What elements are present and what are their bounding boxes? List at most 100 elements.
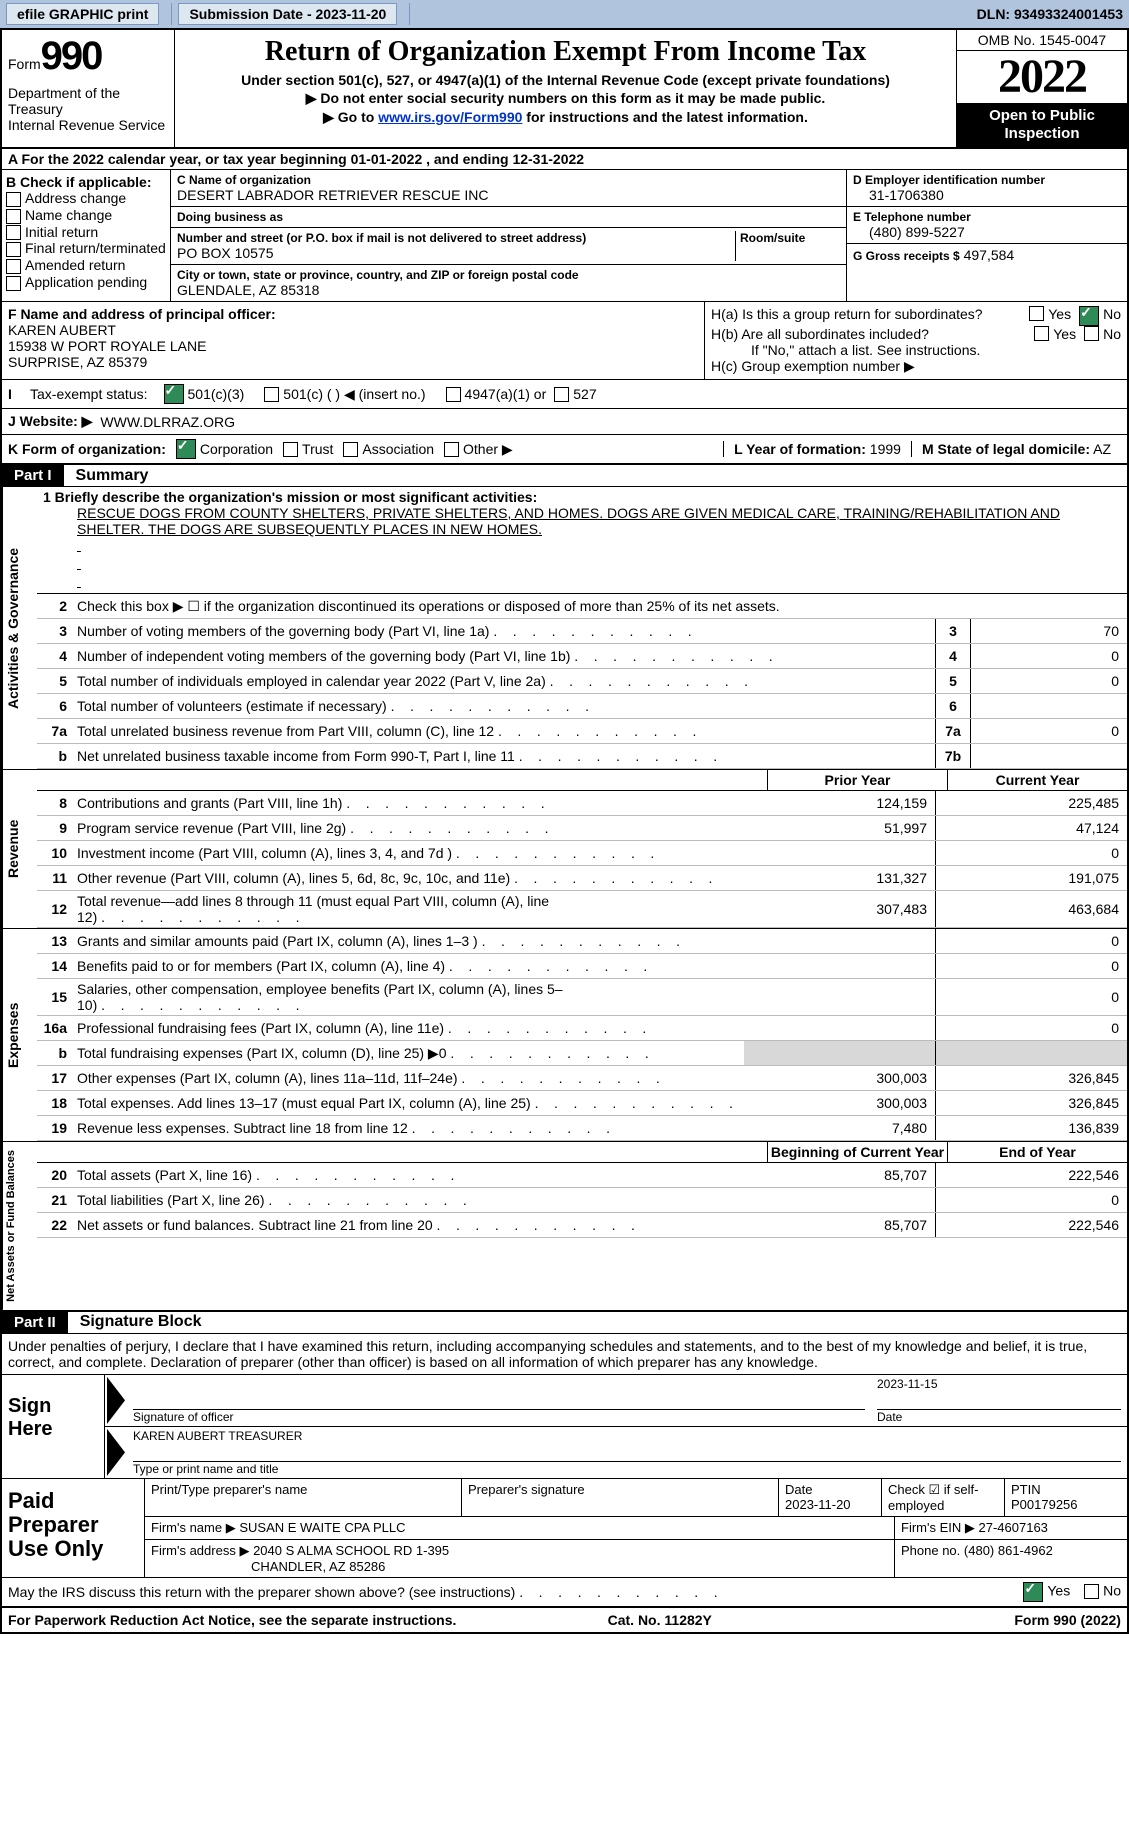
ck-trust[interactable] xyxy=(283,442,298,457)
preparer-label: Paid Preparer Use Only xyxy=(2,1479,145,1577)
topbar: efile GRAPHIC print Submission Date - 20… xyxy=(0,0,1129,28)
form-word: Form xyxy=(8,56,41,72)
ck-501c[interactable] xyxy=(264,387,279,402)
sig-name-value: KAREN AUBERT TREASURER xyxy=(133,1429,1121,1443)
summary-line: 10Investment income (Part VIII, column (… xyxy=(37,841,1127,866)
prep-firm-ein: 27-4607163 xyxy=(979,1520,1048,1535)
activities-governance-section: Activities & Governance 1 Briefly descri… xyxy=(2,487,1127,770)
submission-date-chip: Submission Date - 2023-11-20 xyxy=(178,3,397,25)
website-row: J Website: ▶ WWW.DLRRAZ.ORG xyxy=(2,409,1127,435)
current-year-header: Current Year xyxy=(947,770,1127,790)
dba-label: Doing business as xyxy=(177,210,840,224)
ck-amended-return[interactable] xyxy=(6,259,21,274)
vlabel-net-assets: Net Assets or Fund Balances xyxy=(2,1142,37,1310)
prep-firm-name: SUSAN E WAITE CPA PLLC xyxy=(239,1520,405,1535)
identification-grid: B Check if applicable: Address change Na… xyxy=(2,170,1127,302)
part2-title: Signature Block xyxy=(68,1313,202,1331)
hc-label: H(c) Group exemption number ▶ xyxy=(711,358,1121,375)
signature-declaration: Under penalties of perjury, I declare th… xyxy=(2,1334,1127,1375)
summary-line: 3Number of voting members of the governi… xyxy=(37,619,1127,644)
q1-label: 1 Briefly describe the organization's mi… xyxy=(43,489,1121,505)
open-to-public: Open to Public Inspection xyxy=(957,103,1127,147)
gross-receipts-label: G Gross receipts $ xyxy=(853,249,960,263)
form-of-org-row: K Form of organization: Corporation Trus… xyxy=(2,435,1127,465)
sig-date-label: Date xyxy=(877,1410,1121,1424)
city-label: City or town, state or province, country… xyxy=(177,268,840,282)
summary-line: 12Total revenue—add lines 8 through 11 (… xyxy=(37,891,1127,928)
subtitle-1: Under section 501(c), 527, or 4947(a)(1)… xyxy=(183,72,948,88)
officer-label: F Name and address of principal officer: xyxy=(8,306,698,322)
dln-label: DLN: 93493324001453 xyxy=(977,6,1123,22)
summary-line: 18Total expenses. Add lines 13–17 (must … xyxy=(37,1091,1127,1116)
discuss-yes[interactable] xyxy=(1023,1582,1043,1602)
expenses-section: Expenses 13Grants and similar amounts pa… xyxy=(2,929,1127,1142)
gross-receipts-value: 497,584 xyxy=(964,247,1015,263)
summary-line: 21Total liabilities (Part X, line 26)0 xyxy=(37,1188,1127,1213)
summary-line: 11Other revenue (Part VIII, column (A), … xyxy=(37,866,1127,891)
irs-form990-link[interactable]: www.irs.gov/Form990 xyxy=(378,109,522,125)
summary-line: 4Number of independent voting members of… xyxy=(37,644,1127,669)
prep-self-employed[interactable]: Check ☑ if self-employed xyxy=(888,1482,978,1513)
summary-line: 20Total assets (Part X, line 16)85,70722… xyxy=(37,1163,1127,1188)
discuss-no[interactable] xyxy=(1084,1584,1099,1599)
summary-line: bNet unrelated business taxable income f… xyxy=(37,744,1127,769)
tax-year: 2022 xyxy=(957,51,1127,103)
ck-name-change[interactable] xyxy=(6,209,21,224)
sig-arrow-icon-2 xyxy=(107,1429,125,1476)
room-label: Room/suite xyxy=(740,231,840,245)
ck-other[interactable] xyxy=(444,442,459,457)
q2-text: Check this box ▶ ☐ if the organization d… xyxy=(73,596,1127,617)
ck-application-pending[interactable] xyxy=(6,276,21,291)
ck-4947[interactable] xyxy=(446,387,461,402)
ck-association[interactable] xyxy=(343,442,358,457)
ck-initial-return[interactable] xyxy=(6,225,21,240)
summary-line: 16aProfessional fundraising fees (Part I… xyxy=(37,1016,1127,1041)
mission-text: RESCUE DOGS FROM COUNTY SHELTERS, PRIVAT… xyxy=(77,505,1121,537)
ck-501c3[interactable] xyxy=(164,384,184,404)
part2-tag: Part II xyxy=(2,1312,68,1333)
subtitle-3: ▶ Go to www.irs.gov/Form990 for instruct… xyxy=(183,109,948,126)
box-b-label: B Check if applicable: xyxy=(6,174,166,190)
page-footer: For Paperwork Reduction Act Notice, see … xyxy=(2,1607,1127,1632)
net-assets-section: Net Assets or Fund Balances Beginning of… xyxy=(2,1142,1127,1312)
website-label: J Website: ▶ xyxy=(8,413,92,430)
phone-label: E Telephone number xyxy=(853,210,1121,224)
form-header: Form990 Department of the Treasury Inter… xyxy=(2,30,1127,149)
summary-line: 22Net assets or fund balances. Subtract … xyxy=(37,1213,1127,1238)
hb-no[interactable] xyxy=(1084,326,1099,341)
vlabel-revenue: Revenue xyxy=(2,770,37,928)
irs-label: Internal Revenue Service xyxy=(8,117,168,133)
summary-line: 13Grants and similar amounts paid (Part … xyxy=(37,929,1127,954)
efile-print-button[interactable]: efile GRAPHIC print xyxy=(6,3,159,25)
discuss-row: May the IRS discuss this return with the… xyxy=(2,1578,1127,1607)
ein-label: D Employer identification number xyxy=(853,173,1121,187)
ck-corporation[interactable] xyxy=(176,439,196,459)
sig-arrow-icon xyxy=(107,1377,125,1424)
k-label: K Form of organization: xyxy=(8,441,166,457)
city-value: GLENDALE, AZ 85318 xyxy=(177,282,840,298)
summary-line: 5Total number of individuals employed in… xyxy=(37,669,1127,694)
summary-line: 8Contributions and grants (Part VIII, li… xyxy=(37,791,1127,816)
footer-left: For Paperwork Reduction Act Notice, see … xyxy=(8,1612,456,1628)
discuss-text: May the IRS discuss this return with the… xyxy=(8,1584,718,1600)
sig-name-label: Type or print name and title xyxy=(133,1462,1121,1476)
summary-line: bTotal fundraising expenses (Part IX, co… xyxy=(37,1041,1127,1066)
hb-yes[interactable] xyxy=(1034,326,1049,341)
hb-note: If "No," attach a list. See instructions… xyxy=(711,342,1121,358)
sign-here-label: Sign Here xyxy=(2,1375,105,1478)
officer-addr: 15938 W PORT ROYALE LANE xyxy=(8,338,698,354)
ck-527[interactable] xyxy=(554,387,569,402)
phone-value: (480) 899-5227 xyxy=(853,224,1121,240)
ha-yes[interactable] xyxy=(1029,306,1044,321)
summary-line: 6Total number of volunteers (estimate if… xyxy=(37,694,1127,719)
dept-label: Department of the Treasury xyxy=(8,85,168,117)
footer-cat: Cat. No. 11282Y xyxy=(608,1612,712,1628)
ck-final-return[interactable] xyxy=(6,242,21,257)
preparer-block: Paid Preparer Use Only Print/Type prepar… xyxy=(2,1479,1127,1578)
summary-line: 17Other expenses (Part IX, column (A), l… xyxy=(37,1066,1127,1091)
beginning-year-header: Beginning of Current Year xyxy=(767,1142,947,1162)
ck-address-change[interactable] xyxy=(6,192,21,207)
ha-no[interactable] xyxy=(1079,306,1099,326)
revenue-section: Revenue Prior Year Current Year 8Contrib… xyxy=(2,770,1127,929)
prep-name-header: Print/Type preparer's name xyxy=(145,1479,462,1516)
